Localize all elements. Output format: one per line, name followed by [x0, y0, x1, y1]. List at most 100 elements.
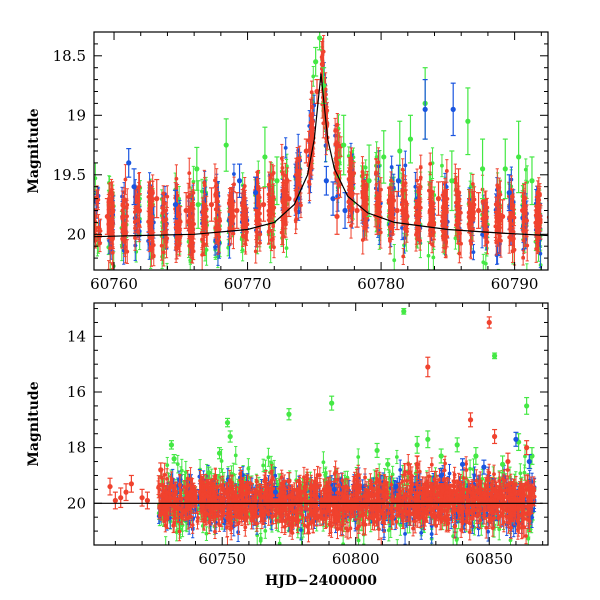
data-point	[234, 207, 240, 214]
data-point	[128, 481, 134, 487]
data-point	[227, 433, 233, 440]
data-point	[158, 467, 164, 473]
data-point	[491, 433, 498, 440]
plot-area	[94, 307, 543, 545]
x-axis-title: HJD−2400000	[265, 573, 377, 589]
data-point	[195, 201, 201, 208]
data-point	[273, 489, 279, 495]
data-point	[216, 450, 223, 456]
data-point	[262, 154, 268, 160]
x-tick-label: 60780	[357, 275, 405, 293]
data-point	[406, 470, 412, 476]
x-axis: 60760 60770 60780 60790	[90, 32, 542, 293]
data-point	[397, 148, 403, 154]
data-point	[394, 207, 400, 214]
data-point	[491, 353, 498, 359]
data-point	[505, 458, 511, 465]
data-point	[524, 403, 530, 409]
data-point	[425, 364, 431, 370]
data-point	[529, 178, 535, 184]
data-point	[401, 308, 407, 314]
data-point	[168, 442, 175, 448]
series-blue	[126, 78, 512, 229]
data-point	[520, 207, 526, 214]
data-point	[393, 483, 399, 490]
data-point	[144, 497, 151, 504]
data-point	[223, 142, 229, 148]
data-point	[353, 483, 359, 490]
data-point	[415, 201, 422, 208]
data-point	[374, 447, 380, 454]
y-tick-label: 18	[67, 439, 86, 457]
data-point	[438, 453, 444, 459]
data-point	[354, 207, 360, 214]
data-point	[475, 207, 482, 214]
data-point	[341, 142, 347, 148]
data-point	[330, 196, 336, 202]
data-point	[139, 495, 145, 501]
data-point	[449, 178, 455, 184]
data-point	[334, 213, 340, 220]
data-point	[481, 464, 487, 470]
data-point	[303, 148, 309, 154]
data-point	[467, 417, 474, 423]
y-tick-label: 19.5	[53, 166, 86, 184]
y-tick-label: 14	[67, 327, 86, 345]
data-point	[126, 160, 132, 166]
bottom-panel-full-light-curve: 60750 60800 60850 14 16 18 20 Magnitude HJD−2400…	[26, 302, 549, 589]
data-point	[438, 472, 444, 479]
data-point	[455, 190, 462, 196]
data-point	[331, 486, 337, 492]
data-point	[107, 483, 113, 490]
y-tick-label: 20	[67, 494, 86, 512]
data-point	[286, 478, 292, 484]
data-point	[385, 461, 391, 467]
y-axis: 14 16 18 20	[67, 308, 548, 546]
data-point	[183, 207, 189, 214]
data-point	[236, 178, 243, 184]
data-point	[206, 470, 212, 476]
y-tick-label: 19	[67, 106, 86, 124]
data-point	[112, 497, 118, 504]
x-tick-label: 60850	[465, 550, 513, 568]
y-axis-title: Magnitude	[26, 108, 42, 193]
x-tick-label: 60750	[198, 550, 246, 568]
data-point	[479, 166, 486, 172]
series-red	[107, 316, 530, 510]
top-panel-zoom-light-curve: 60760 60770 60780 60790 18.5 19 19.5 20 Magnitud…	[26, 31, 549, 293]
data-point	[314, 88, 320, 95]
data-point	[435, 196, 442, 202]
data-point	[118, 495, 124, 501]
data-point	[414, 461, 420, 467]
data-point	[422, 106, 428, 112]
data-point	[252, 190, 259, 196]
data-point	[260, 201, 267, 208]
model-curve	[94, 73, 548, 238]
plot-area	[94, 32, 548, 270]
data-point	[286, 196, 292, 202]
y-tick-label: 20	[67, 225, 86, 243]
data-point	[395, 178, 402, 184]
data-point	[407, 136, 414, 142]
data-point	[323, 178, 329, 184]
data-point	[366, 178, 372, 184]
data-point	[537, 219, 543, 225]
data-point	[208, 201, 215, 208]
data-point	[486, 319, 492, 326]
data-point	[500, 213, 506, 220]
data-point	[131, 184, 137, 190]
data-point	[224, 420, 231, 426]
data-point	[500, 461, 506, 467]
y-tick-label: 16	[67, 383, 86, 401]
data-point	[317, 35, 323, 41]
data-point	[342, 207, 348, 214]
data-point	[473, 453, 479, 459]
dense-photometry-cloud	[156, 444, 537, 545]
data-point	[329, 400, 335, 406]
axes-frame	[93, 302, 549, 546]
data-point	[524, 445, 530, 451]
data-point	[465, 118, 471, 124]
data-point	[274, 178, 280, 184]
data-point	[104, 213, 110, 220]
data-point	[123, 489, 129, 495]
